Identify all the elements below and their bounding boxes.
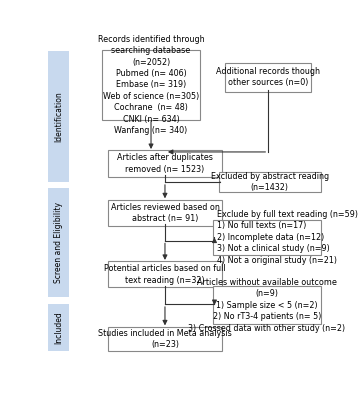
Text: Exclude by full text reading (n=59)
1) No full texts (n=17)
2) Incomplete data (: Exclude by full text reading (n=59) 1) N… (217, 210, 358, 265)
FancyBboxPatch shape (108, 150, 222, 176)
Text: Excluded by abstract reading
(n=1432): Excluded by abstract reading (n=1432) (211, 172, 329, 192)
Text: Potential articles based on full
text reading (n=32): Potential articles based on full text re… (104, 264, 226, 285)
Bar (48, 304, 69, 351)
Text: Articles after duplicates
removed (n= 1523): Articles after duplicates removed (n= 15… (117, 153, 213, 174)
Bar (48, 51, 69, 182)
Text: Included: Included (54, 311, 63, 344)
FancyBboxPatch shape (213, 220, 320, 255)
Text: Studies included in Meta analysis
(n=23): Studies included in Meta analysis (n=23) (98, 329, 232, 349)
Bar (48, 188, 69, 298)
Text: Records identified through
searching database
(n=2052)
Pubmed (n= 406)
Embase (n: Records identified through searching dat… (98, 35, 204, 135)
Text: Screen and Eligibility: Screen and Eligibility (54, 202, 63, 283)
FancyBboxPatch shape (219, 172, 320, 192)
Text: Identification: Identification (54, 91, 63, 142)
FancyBboxPatch shape (108, 327, 222, 351)
Text: Articles reviewed based on
abstract (n= 91): Articles reviewed based on abstract (n= … (111, 202, 219, 223)
Text: Articles without available outcome
(n=9)
1) Sample size < 5 (n=2)
2) No rT3-4 pa: Articles without available outcome (n=9)… (188, 278, 345, 332)
FancyBboxPatch shape (108, 200, 222, 226)
FancyBboxPatch shape (102, 50, 200, 120)
FancyBboxPatch shape (108, 261, 222, 288)
FancyBboxPatch shape (225, 63, 311, 92)
FancyBboxPatch shape (213, 286, 320, 324)
Text: Additional records though
other sources (n=0): Additional records though other sources … (216, 67, 320, 88)
